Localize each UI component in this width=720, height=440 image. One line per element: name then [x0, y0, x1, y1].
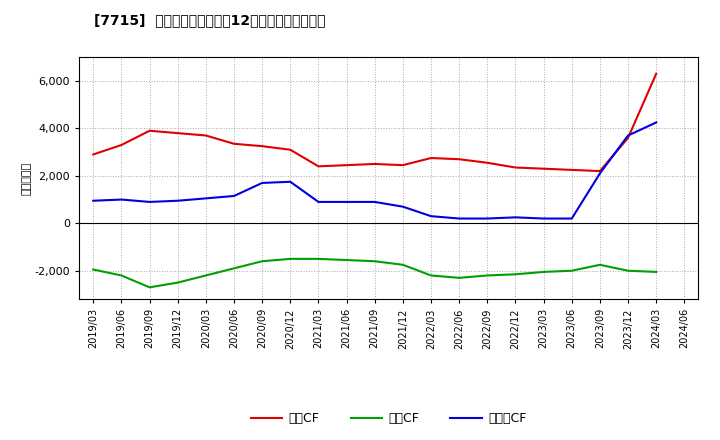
フリーCF [595, 171, 604, 176]
営業CF [595, 169, 604, 174]
フリーCF [314, 199, 323, 205]
投資CF [202, 273, 210, 278]
営業CF [624, 135, 632, 140]
投資CF [483, 273, 492, 278]
フリーCF [174, 198, 182, 203]
投資CF [145, 285, 154, 290]
フリーCF [145, 199, 154, 205]
投資CF [370, 259, 379, 264]
営業CF [286, 147, 294, 152]
投資CF [89, 267, 98, 272]
Line: 投資CF: 投資CF [94, 259, 656, 287]
Legend: 営業CF, 投資CF, フリーCF: 営業CF, 投資CF, フリーCF [246, 407, 531, 430]
投資CF [399, 262, 408, 268]
投資CF [230, 266, 238, 271]
営業CF [342, 162, 351, 168]
営業CF [145, 128, 154, 133]
投資CF [567, 268, 576, 273]
Line: フリーCF: フリーCF [94, 122, 656, 219]
営業CF [539, 166, 548, 171]
営業CF [258, 143, 266, 149]
投資CF [511, 271, 520, 277]
営業CF [511, 165, 520, 170]
フリーCF [624, 133, 632, 138]
投資CF [117, 273, 126, 278]
フリーCF [258, 180, 266, 186]
営業CF [230, 141, 238, 147]
投資CF [427, 273, 436, 278]
フリーCF [483, 216, 492, 221]
投資CF [342, 257, 351, 263]
営業CF [89, 152, 98, 157]
フリーCF [567, 216, 576, 221]
フリーCF [511, 215, 520, 220]
営業CF [314, 164, 323, 169]
営業CF [567, 167, 576, 172]
フリーCF [202, 196, 210, 201]
フリーCF [539, 216, 548, 221]
フリーCF [230, 193, 238, 198]
投資CF [174, 280, 182, 285]
営業CF [455, 157, 464, 162]
投資CF [624, 268, 632, 273]
フリーCF [89, 198, 98, 203]
フリーCF [652, 120, 660, 125]
営業CF [483, 160, 492, 165]
投資CF [258, 259, 266, 264]
営業CF [202, 133, 210, 138]
投資CF [539, 269, 548, 275]
投資CF [286, 256, 294, 261]
営業CF [427, 155, 436, 161]
営業CF [174, 131, 182, 136]
投資CF [455, 275, 464, 280]
営業CF [370, 161, 379, 167]
投資CF [595, 262, 604, 268]
フリーCF [342, 199, 351, 205]
フリーCF [286, 179, 294, 184]
フリーCF [455, 216, 464, 221]
Text: [7715]  キャッシュフローの12か月移動合計の推移: [7715] キャッシュフローの12か月移動合計の推移 [94, 13, 325, 27]
フリーCF [370, 199, 379, 205]
フリーCF [117, 197, 126, 202]
営業CF [652, 71, 660, 77]
営業CF [117, 143, 126, 148]
投資CF [652, 269, 660, 275]
Line: 営業CF: 営業CF [94, 74, 656, 171]
Y-axis label: （百万円）: （百万円） [22, 161, 32, 195]
営業CF [399, 162, 408, 168]
フリーCF [399, 204, 408, 209]
投資CF [314, 256, 323, 261]
フリーCF [427, 213, 436, 219]
